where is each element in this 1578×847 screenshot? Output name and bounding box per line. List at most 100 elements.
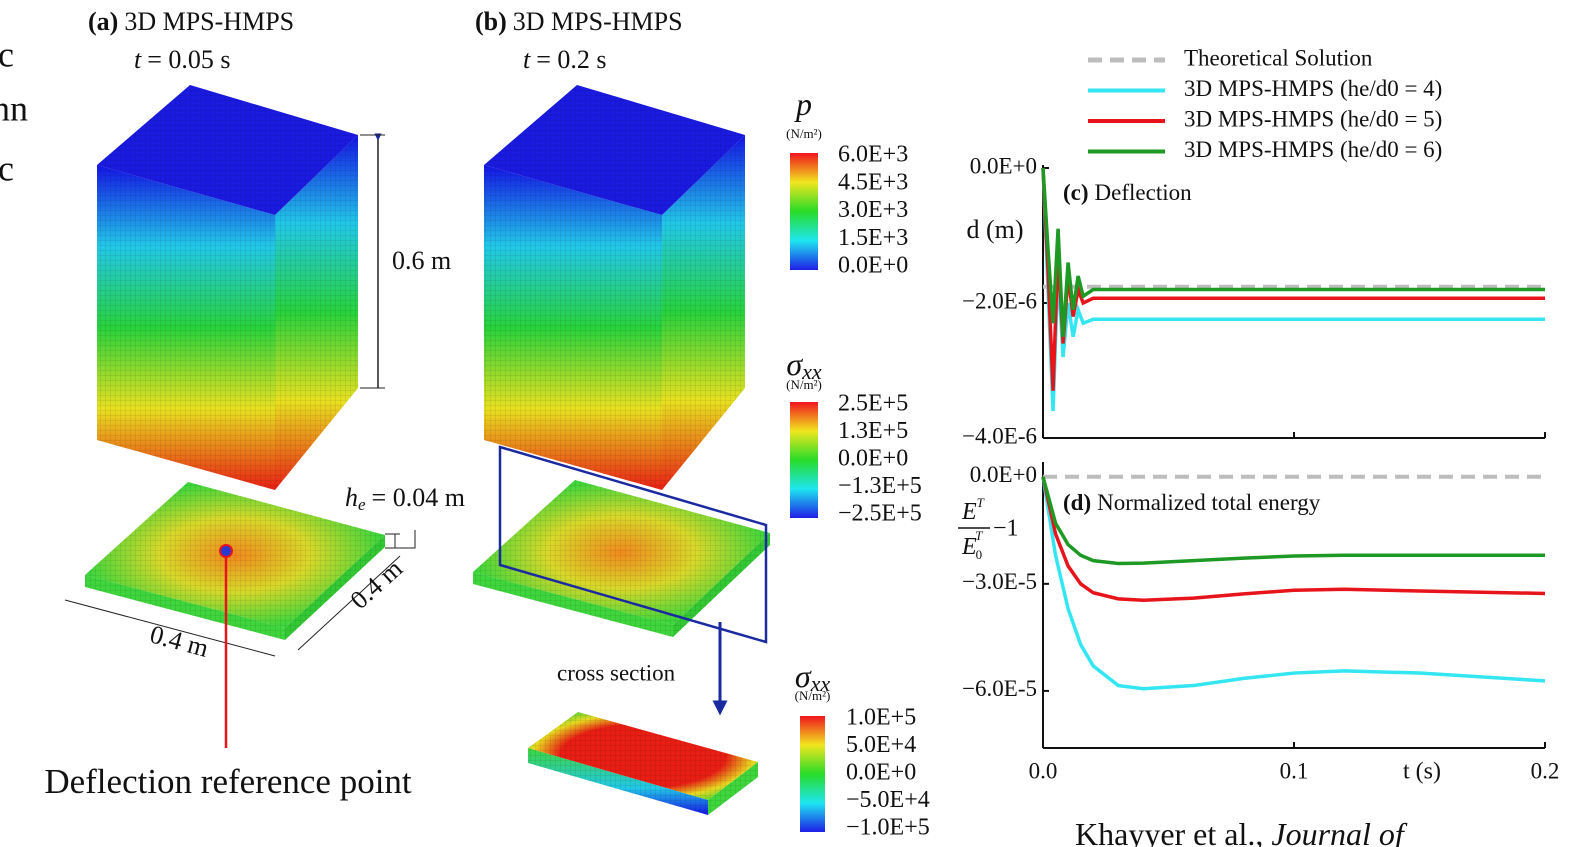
chart-label-id: (c)	[1063, 180, 1089, 205]
citation: Khayyer et al., Journal of	[1075, 816, 1408, 847]
y-tick-label: −6.0E-5	[962, 676, 1037, 701]
series-line	[1041, 476, 1546, 691]
y-tick-label: −2.0E-6	[962, 288, 1037, 313]
legend-entry: 3D MPS-HMPS (he/d0 = 4)	[1184, 76, 1442, 101]
y-label-part: E	[961, 499, 977, 525]
colorbar-label: 3.0E+3	[838, 197, 908, 223]
particle-texture	[528, 712, 758, 815]
colorbar-label: −5.0E+4	[846, 787, 930, 813]
x-tick-label: 0.0	[1029, 758, 1058, 783]
panel-title: 3D MPS-HMPS	[513, 7, 683, 36]
time-value: = 0.05 s	[147, 45, 230, 74]
colorbar-title: σxx	[795, 658, 831, 696]
chart-title: Deflection	[1095, 180, 1193, 205]
colorbar	[790, 402, 818, 518]
colorbar-label: 1.0E+5	[846, 705, 916, 731]
colorbar-label: 6.0E+3	[838, 142, 908, 168]
colorbar-symbol: σ	[786, 346, 803, 382]
colorbar	[800, 716, 825, 832]
y-label-part: T	[977, 495, 985, 510]
colorbar-label: 5.0E+4	[846, 732, 916, 758]
panel-time: t = 0.2 s	[523, 45, 607, 74]
colorbar-label: 1.3E+5	[838, 418, 908, 444]
colorbar-symbol: p	[794, 86, 812, 122]
dimension-label: 0.6 m	[392, 246, 451, 275]
thickness-sub: e	[358, 495, 366, 514]
citation-journal: Journal of	[1271, 816, 1408, 847]
y-tick-label: −4.0E-6	[962, 423, 1037, 448]
colorbars: p(N/m²)6.0E+34.5E+33.0E+31.5E+30.0E+0σxx…	[786, 86, 930, 840]
charts: 0.0E+0 −2.0E-6 −4.0E-6 (c) Deflection d (m) 0.…	[958, 45, 1560, 785]
chart-title: Normalized total energy	[1097, 490, 1321, 515]
colorbar-title: p	[794, 86, 812, 122]
section-label: cross section	[557, 660, 676, 685]
series-line	[1041, 476, 1546, 603]
reference-label: Deflection reference point	[44, 762, 412, 801]
colorbar-unit: (N/m²)	[786, 126, 822, 141]
panel-a: (a) 3D MPS-HMPS t = 0.05 s 0.6 m 0.4 m 0.4…	[44, 7, 465, 801]
y-tick-label: 0.0E+0	[970, 462, 1037, 487]
panel-title: 3D MPS-HMPS	[124, 7, 294, 36]
time-var: t	[134, 45, 142, 74]
colorbar	[790, 153, 818, 270]
colorbar-subscript: xx	[801, 359, 822, 384]
thickness-value: = 0.04 m	[372, 483, 465, 512]
chart-label-id: (d)	[1063, 490, 1091, 515]
thickness-label: he = 0.04 m	[345, 483, 465, 514]
left-fragments: c nn c	[0, 34, 28, 188]
series-line	[1041, 476, 1545, 566]
series-line	[1041, 167, 1545, 337]
series-line	[1041, 167, 1545, 391]
colorbar-subscript: xx	[810, 671, 831, 696]
colorbar-label: −2.5E+5	[838, 501, 922, 527]
colorbar-label: −1.3E+5	[838, 473, 922, 499]
thickness-marker	[385, 530, 416, 549]
panel-b: (b) 3D MPS-HMPS t = 0.2 s cross section	[473, 7, 770, 815]
time-var: t	[523, 45, 531, 74]
panel-time: t = 0.05 s	[134, 45, 231, 74]
panel-label: (b)	[475, 7, 507, 36]
x-axis-label: t (s)	[1403, 759, 1441, 785]
y-label-part: T	[975, 528, 983, 543]
y-label-part: −1	[993, 516, 1019, 542]
colorbar-label: 4.5E+3	[838, 169, 908, 195]
colorbar-unit: (N/m²)	[795, 688, 831, 703]
fragment: nn	[0, 88, 28, 128]
reference-point	[219, 544, 233, 558]
y-label-num: ET	[961, 495, 985, 525]
dimension-line	[297, 555, 401, 651]
y-tick-label: −3.0E-5	[962, 569, 1037, 594]
colorbar-label: 0.0E+0	[838, 253, 908, 279]
y-axis-label: d (m)	[966, 215, 1023, 244]
panel-heading: (a) 3D MPS-HMPS	[88, 7, 294, 36]
colorbar-label: 1.5E+3	[838, 225, 908, 251]
dimension-label: 0.4 m	[147, 620, 212, 663]
chart-label: (c) Deflection	[1063, 180, 1192, 205]
y-label-den: E0 T	[961, 528, 983, 562]
panel-label: (a)	[88, 7, 118, 36]
x-tick-label: 0.1	[1280, 758, 1309, 783]
citation-authors: Khayyer et al.,	[1075, 816, 1271, 847]
y-label-part: E	[961, 534, 977, 560]
colorbar-label: −1.0E+5	[846, 815, 930, 841]
y-tick-label: 0.0E+0	[970, 153, 1037, 178]
chart-label: (d) Normalized total energy	[1063, 490, 1321, 515]
panel-heading: (b) 3D MPS-HMPS	[475, 7, 683, 36]
legend-entry: Theoretical Solution	[1184, 45, 1373, 70]
dimension-line	[64, 599, 276, 657]
particle-texture	[484, 85, 745, 490]
legend-entry: 3D MPS-HMPS (he/d0 = 6)	[1184, 137, 1442, 162]
thickness-var: h	[345, 483, 358, 512]
colorbar-symbol: σ	[795, 658, 812, 694]
colorbar-title: σxx	[786, 346, 822, 384]
colorbar-unit: (N/m²)	[786, 377, 822, 392]
section-plane	[498, 445, 768, 644]
particle-texture	[85, 482, 385, 640]
y-label-part: 0	[976, 547, 983, 562]
particle-texture	[473, 480, 770, 637]
colorbar-label: 0.0E+0	[846, 760, 916, 786]
colorbar-label: 2.5E+5	[838, 391, 908, 417]
fragment: c	[0, 148, 14, 188]
x-tick-label: 0.2	[1531, 758, 1560, 783]
